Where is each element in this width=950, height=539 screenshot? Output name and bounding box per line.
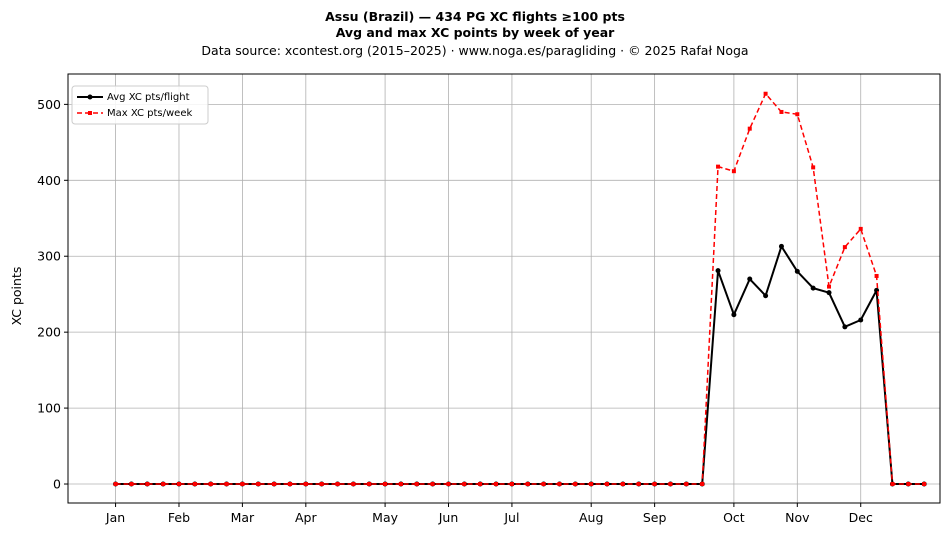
data-point-max [922, 482, 927, 487]
data-point-max [256, 482, 261, 487]
data-point-avg [810, 285, 816, 291]
x-tick-label: Jul [503, 510, 519, 525]
data-point-max [319, 482, 324, 487]
series-line-max [115, 92, 925, 485]
data-point-max [192, 482, 197, 487]
data-point-max [303, 482, 308, 487]
data-point-max [842, 245, 847, 250]
data-point-max [161, 482, 166, 487]
data-point-max [747, 126, 752, 131]
data-point-max [208, 482, 213, 487]
data-point-max [145, 482, 150, 487]
legend-label-avg: Avg XC pts/flight [107, 92, 190, 103]
data-point-max [890, 482, 895, 487]
data-point-max [335, 482, 340, 487]
y-tick-label: 400 [37, 173, 61, 188]
y-tick-label: 200 [37, 325, 61, 340]
data-point-max [430, 482, 435, 487]
data-point-max [462, 482, 467, 487]
data-point-max [795, 112, 800, 117]
data-point-max [589, 482, 594, 487]
data-point-max [636, 482, 641, 487]
data-point-max [446, 482, 451, 487]
data-point-max [906, 482, 911, 487]
data-point-max [858, 226, 863, 231]
data-point-max [652, 482, 657, 487]
x-tick-label: Mar [231, 510, 255, 525]
x-tick-label: Nov [785, 510, 810, 525]
series-layer [113, 91, 927, 487]
x-tick-label: Jun [438, 510, 459, 525]
x-tick-label: Feb [168, 510, 190, 525]
data-point-max [573, 482, 578, 487]
data-point-max [605, 482, 610, 487]
data-point-avg [826, 290, 832, 296]
data-point-max [240, 482, 245, 487]
data-point-avg [763, 293, 769, 299]
axes: 0 100 200 300 400 500 Jan Feb Mar Apr May Jun Jul Aug… [37, 97, 873, 525]
data-point-max [668, 482, 673, 487]
chart-title-line-1: Assu (Brazil) — 434 PG XC flights ≥100 p… [325, 9, 625, 24]
legend-marker-avg [87, 94, 93, 100]
data-point-max [716, 164, 721, 169]
data-point-avg [842, 324, 848, 330]
y-tick-label: 0 [53, 477, 61, 492]
y-tick-label: 300 [37, 249, 61, 264]
x-tick-label: Oct [723, 510, 745, 525]
data-point-max [367, 482, 372, 487]
data-point-max [494, 482, 499, 487]
y-axis-label: XC points [9, 267, 24, 326]
data-point-avg [858, 317, 864, 323]
legend-box [71, 85, 209, 125]
data-point-max [620, 482, 625, 487]
data-point-max [557, 482, 562, 487]
data-point-max [383, 482, 388, 487]
data-point-avg [778, 243, 784, 249]
data-point-max [731, 169, 736, 174]
data-point-max [414, 482, 419, 487]
grid [68, 74, 940, 503]
data-point-max [351, 482, 356, 487]
data-point-max [763, 91, 768, 96]
data-point-max [224, 482, 229, 487]
data-point-avg [731, 312, 737, 318]
data-point-avg [794, 268, 800, 274]
data-point-max [478, 482, 483, 487]
legend-marker-max [88, 111, 92, 115]
data-point-max [287, 482, 292, 487]
data-point-max [176, 482, 181, 487]
data-point-avg [747, 276, 753, 282]
x-tick-label: Aug [579, 510, 603, 525]
chart-title-line-3: Data source: xcontest.org (2015–2025) · … [201, 43, 748, 58]
data-point-max [272, 482, 277, 487]
data-point-max [700, 482, 705, 487]
x-tick-label: Sep [643, 510, 667, 525]
data-point-max [129, 482, 134, 487]
data-point-max [509, 482, 514, 487]
x-tick-label: May [372, 510, 398, 525]
plot-area-frame [67, 73, 941, 504]
data-point-max [525, 482, 530, 487]
legend: Avg XC pts/flight Max XC pts/week [71, 85, 209, 125]
data-point-max [779, 109, 784, 114]
y-tick-label: 100 [37, 401, 61, 416]
data-point-max [113, 482, 118, 487]
data-point-max [398, 482, 403, 487]
y-tick-label: 500 [37, 97, 61, 112]
series-line-avg [115, 245, 925, 486]
data-point-max [541, 482, 546, 487]
x-tick-label: Jan [105, 510, 125, 525]
data-point-avg [715, 268, 721, 274]
chart-title-line-2: Avg and max XC points by week of year [336, 25, 615, 40]
data-point-max [811, 165, 816, 170]
x-tick-label: Dec [849, 510, 873, 525]
legend-label-max: Max XC pts/week [107, 108, 192, 119]
data-point-max [684, 482, 689, 487]
data-point-max [827, 284, 832, 289]
x-tick-label: Apr [295, 510, 317, 525]
data-point-max [874, 273, 879, 278]
